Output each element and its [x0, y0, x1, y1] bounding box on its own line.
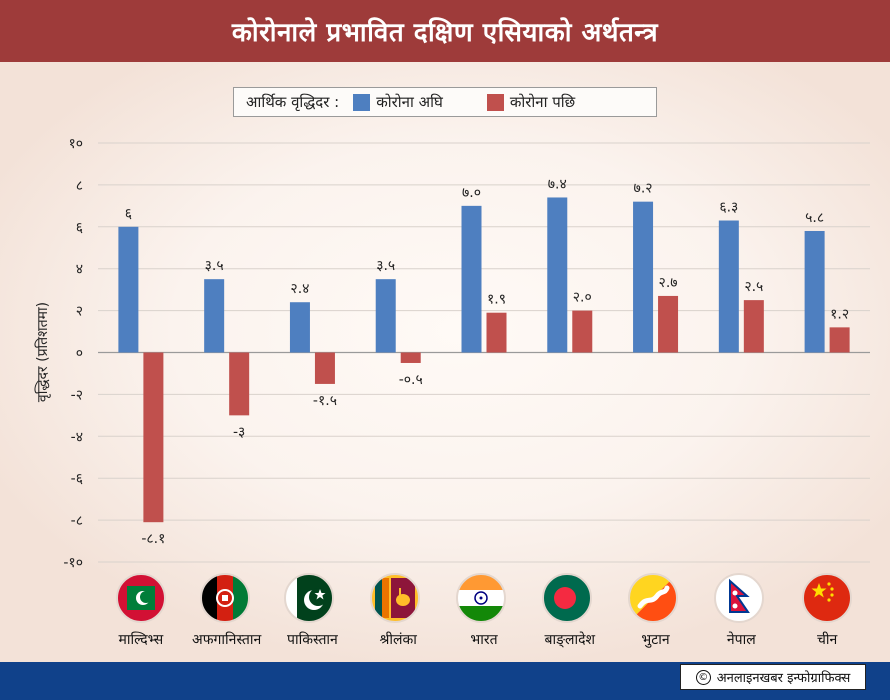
bar-after-3: [400, 352, 421, 363]
value-label-before-6: ७.२: [634, 181, 653, 197]
copyright-icon: ©: [695, 669, 711, 685]
nepal-flag-icon: [714, 573, 764, 623]
india-flag-icon: [456, 573, 506, 623]
value-label-after-4: १.९: [487, 292, 506, 308]
y-tick-label: ८: [76, 178, 83, 194]
legend: आर्थिक वृद्धिदर : कोरोना अघि कोरोना पछि: [233, 87, 657, 117]
category-label-1: अफगानिस्तान: [192, 631, 261, 648]
y-tick-label: ०: [76, 346, 83, 362]
y-tick-label: १०: [68, 136, 83, 152]
value-label-after-0: -८.१: [141, 531, 165, 547]
category-label-4: भारत: [470, 632, 498, 648]
value-label-before-7: ६.३: [719, 200, 738, 216]
srilanka-flag-icon: [370, 573, 420, 623]
value-label-after-5: २.०: [573, 290, 592, 306]
bar-before-6: [633, 201, 654, 353]
y-tick-label: ४: [76, 262, 83, 278]
value-label-after-1: -३: [233, 424, 245, 440]
flag-row: [116, 573, 852, 623]
header-bar: कोरोनाले प्रभावित दक्षिण एसियाको अर्थतन्…: [0, 0, 890, 62]
legend-title: आर्थिक वृद्धिदर :: [246, 93, 340, 111]
bar-before-1: [204, 279, 225, 353]
afghanistan-flag-icon: [200, 573, 250, 623]
credit-badge: © अनलाइनखबर इन्फोग्राफिक्स: [680, 664, 866, 690]
legend-swatch-before: [353, 93, 371, 111]
y-tick-label: -८: [71, 513, 83, 529]
bar-before-2: [289, 302, 310, 353]
value-label-after-3: -०.५: [399, 372, 423, 388]
bar-after-6: [658, 295, 679, 353]
legend-label-before: कोरोना अघि: [376, 93, 443, 111]
pakistan-flag-icon: [284, 573, 334, 623]
bar-before-8: [804, 230, 825, 353]
legend-swatch-after: [486, 93, 504, 111]
y-tick-label: -१०: [63, 555, 83, 571]
bar-value-labels: ६ -८.१ ३.५ -३ २.४ -१.५ ३.५ -०.५ ७.० १.९ ७.४ २.० ७.२ २…: [125, 176, 849, 547]
category-label-8: चीन: [817, 631, 838, 648]
bar-before-5: [547, 197, 568, 353]
bar-after-2: [314, 352, 335, 384]
y-axis-label: वृद्धिदर (प्रतिशतमा): [34, 302, 51, 402]
bangladesh-flag-icon: [542, 573, 592, 623]
legend-label-after: कोरोना पछि: [509, 93, 576, 111]
y-tick-label: -४: [71, 429, 83, 445]
grid-lines: [98, 142, 870, 563]
category-label-6: भुटान: [641, 632, 670, 648]
bar-before-0: [118, 226, 139, 353]
bar-before-4: [461, 205, 482, 353]
y-tick-label: -६: [71, 471, 83, 487]
value-label-before-4: ७.०: [462, 185, 481, 201]
category-label-7: नेपाल: [727, 631, 756, 648]
value-label-after-6: २.७: [659, 275, 678, 291]
bar-after-4: [486, 312, 507, 353]
category-labels: माल्दिभ्स अफगानिस्तान पाकिस्तान श्रीलंका भार…: [119, 631, 838, 648]
value-label-before-8: ५.८: [805, 210, 824, 226]
bars: [118, 197, 850, 523]
value-label-after-2: -१.५: [313, 393, 337, 409]
page-title: कोरोनाले प्रभावित दक्षिण एसियाको अर्थतन्…: [231, 18, 659, 48]
value-label-before-0: ६: [125, 206, 132, 222]
legend-item-after: कोरोना पछि: [486, 92, 589, 112]
bhutan-flag-icon: [628, 573, 678, 623]
bar-after-1: [229, 352, 250, 416]
y-tick-label: -२: [71, 387, 83, 403]
category-label-2: पाकिस्तान: [287, 631, 338, 648]
category-label-5: बाङ्लादेश: [544, 631, 595, 648]
category-label-3: श्रीलंका: [380, 631, 418, 648]
maldives-flag-icon: [116, 573, 166, 623]
y-tick-labels: १० ८ ६ ४ २ ० -२ -४ -६ -८ -१०: [63, 136, 83, 571]
bar-after-5: [572, 310, 593, 353]
bar-before-7: [718, 220, 739, 353]
value-label-before-5: ७.४: [548, 176, 567, 192]
y-tick-label: ६: [76, 220, 83, 236]
category-label-0: माल्दिभ्स: [119, 631, 164, 648]
china-flag-icon: [802, 573, 852, 623]
value-label-after-8: १.२: [830, 306, 849, 322]
value-label-before-1: ३.५: [205, 258, 224, 274]
legend-item-before: कोरोना अघि: [353, 92, 457, 112]
bar-after-0: [143, 352, 164, 523]
value-label-after-7: २.५: [744, 279, 763, 295]
credit-text: अनलाइनखबर इन्फोग्राफिक्स: [716, 671, 851, 686]
bar-after-8: [829, 327, 850, 353]
value-label-before-3: ३.५: [376, 258, 395, 274]
bar-before-3: [375, 279, 396, 353]
y-tick-label: २: [76, 304, 83, 320]
value-label-before-2: २.४: [290, 281, 309, 297]
bar-after-7: [743, 300, 764, 353]
